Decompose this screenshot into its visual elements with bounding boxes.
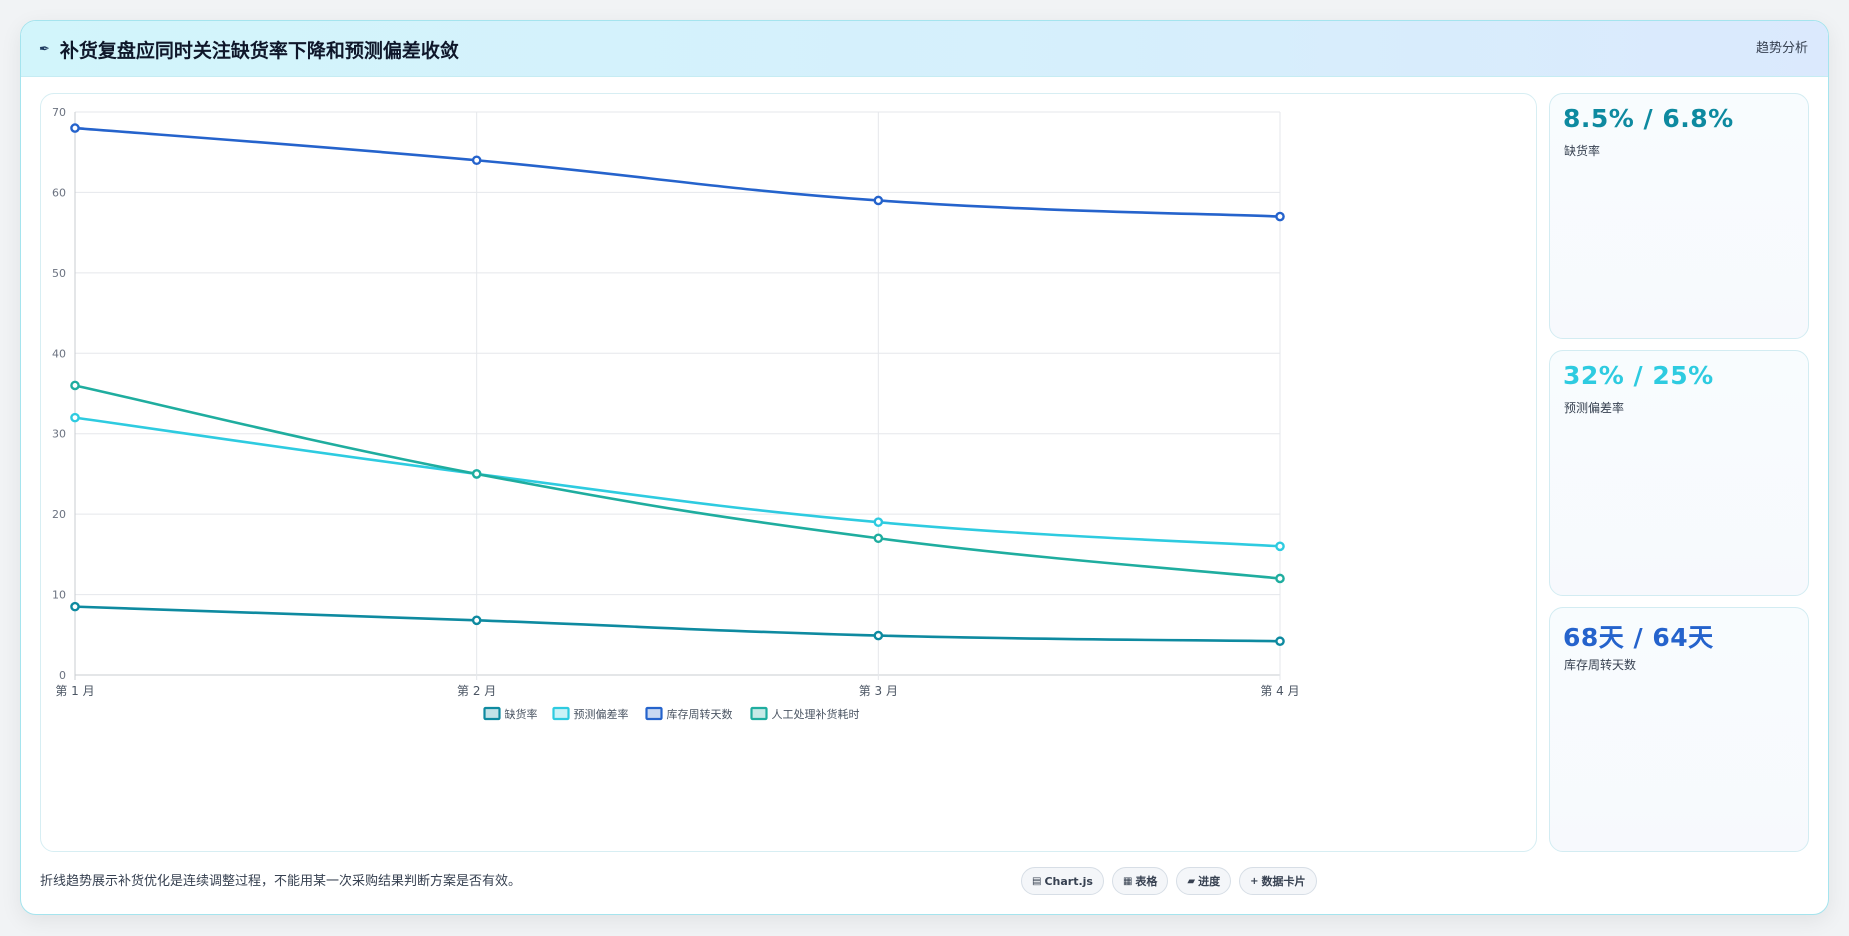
progress-icon: ▰ bbox=[1187, 875, 1196, 887]
footer-note: 折线趋势展示补货优化是连续调整过程，不能用某一次采购结果判断方案是否有效。 bbox=[40, 874, 522, 889]
data-point bbox=[70, 412, 80, 423]
chip-label: 表格 bbox=[1135, 875, 1158, 888]
kpi-card-inventory-turnover: 68天 / 64天 库存周转天数 bbox=[1549, 607, 1809, 852]
card-header: ✒ 补货复盘应同时关注缺货率下降和预测偏差收敛 趋势分析 bbox=[21, 21, 1828, 77]
pen-icon: ✒ bbox=[39, 41, 50, 57]
chart-panel: 0 10 20 30 40 50 60 70 第 1 月 第 2 月 第 3 月 第 4 月缺货率 预测… bbox=[40, 93, 1537, 852]
legend-label: 库存周转天数 bbox=[667, 707, 733, 721]
data-point bbox=[873, 630, 884, 641]
y-tick-label: 10 bbox=[52, 589, 66, 602]
y-tick-label: 50 bbox=[52, 267, 66, 280]
y-tick-label: 30 bbox=[52, 428, 66, 441]
plus-icon: + bbox=[1250, 875, 1259, 887]
data-point bbox=[70, 601, 80, 612]
chip-chartjs[interactable]: ▤ Chart.js bbox=[1021, 867, 1104, 895]
chip-data-cards[interactable]: + 数据卡片 bbox=[1239, 867, 1317, 895]
table-icon: ▦ bbox=[1122, 875, 1133, 887]
kpi-label: 预测偏差率 bbox=[1564, 401, 1625, 415]
data-point bbox=[471, 469, 482, 479]
legend-label: 缺货率 bbox=[505, 707, 538, 721]
kpi-value: 8.5% / 6.8% bbox=[1563, 104, 1734, 133]
legend-swatch bbox=[750, 706, 768, 721]
x-tick-label: 第 3 月 bbox=[859, 684, 898, 698]
legend-swatch bbox=[552, 706, 570, 721]
kpi-value: 32% / 25% bbox=[1563, 361, 1714, 390]
kpi-label: 缺货率 bbox=[1564, 144, 1601, 158]
data-point bbox=[70, 380, 80, 391]
data-point bbox=[1275, 573, 1285, 584]
y-tick-label: 40 bbox=[52, 347, 66, 360]
series-line bbox=[74, 126, 1281, 218]
chip-label: 进度 bbox=[1198, 875, 1221, 888]
header-tag: 趋势分析 bbox=[1755, 41, 1808, 56]
data-point bbox=[873, 533, 884, 544]
data-point bbox=[471, 155, 482, 166]
dashboard-card: ✒ 补货复盘应同时关注缺货率下降和预测偏差收敛 趋势分析 0 10 20 30 40 50… bbox=[20, 20, 1829, 915]
page-title: 补货复盘应同时关注缺货率下降和预测偏差收敛 bbox=[59, 39, 459, 62]
data-point bbox=[471, 615, 482, 626]
data-point bbox=[1275, 541, 1285, 552]
data-point bbox=[873, 195, 884, 206]
data-point bbox=[1275, 636, 1285, 647]
y-tick-label: 60 bbox=[52, 186, 66, 199]
legend-label: 人工处理补货耗时 bbox=[772, 707, 860, 721]
series-line bbox=[74, 605, 1281, 643]
kpi-label: 库存周转天数 bbox=[1564, 658, 1637, 672]
series-line bbox=[74, 416, 1281, 548]
x-tick-label: 第 2 月 bbox=[457, 684, 496, 698]
legend-label: 预测偏差率 bbox=[574, 707, 629, 721]
chip-bar: ▤ Chart.js ▦ 表格 ▰ 进度 + 数据卡片 bbox=[1021, 867, 1317, 895]
kpi-value: 68天 / 64天 bbox=[1563, 623, 1714, 652]
data-point bbox=[873, 517, 884, 527]
legend-swatch bbox=[483, 706, 501, 721]
data-point bbox=[70, 123, 80, 133]
kpi-card-forecast-deviation: 32% / 25% 预测偏差率 bbox=[1549, 350, 1809, 596]
chip-label: Chart.js bbox=[1044, 874, 1093, 888]
chart-icon: ▤ bbox=[1032, 875, 1042, 887]
kpi-card-stockout-rate: 8.5% / 6.8% 缺货率 bbox=[1549, 93, 1809, 339]
chip-progress[interactable]: ▰ 进度 bbox=[1176, 867, 1232, 895]
legend-swatch bbox=[645, 706, 663, 721]
y-tick-label: 70 bbox=[52, 106, 66, 119]
y-tick-label: 20 bbox=[52, 508, 66, 521]
chip-table[interactable]: ▦ 表格 bbox=[1111, 867, 1169, 895]
x-tick-label: 第 4 月 bbox=[1260, 684, 1299, 698]
chip-label: 数据卡片 bbox=[1261, 875, 1306, 888]
y-tick-label: 0 bbox=[59, 669, 66, 682]
x-tick-label: 第 1 月 bbox=[55, 684, 94, 698]
title-wrap: ✒ 补货复盘应同时关注缺货率下降和预测偏差收敛 bbox=[39, 21, 459, 77]
series-line bbox=[74, 384, 1281, 580]
data-point bbox=[1275, 211, 1285, 222]
